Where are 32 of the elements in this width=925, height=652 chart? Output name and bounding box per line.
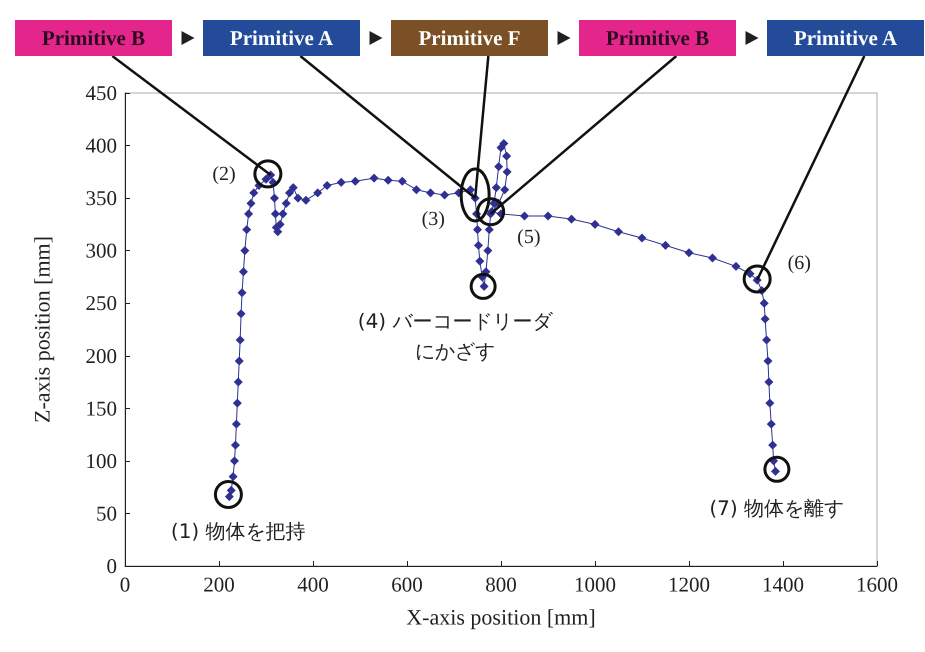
x-tick-label: 200	[203, 572, 235, 596]
y-tick-label: 100	[86, 448, 117, 473]
annotation: Primitive B	[15, 20, 172, 56]
y-tick-label: 50	[96, 501, 117, 526]
annotation: (6)	[788, 251, 811, 276]
y-tick-label: 350	[86, 186, 117, 210]
x-tick-label: 1000	[574, 572, 616, 596]
x-tick-label: 400	[297, 572, 329, 596]
x-tick-label: 1400	[762, 572, 804, 596]
annotation: (4) バーコードリーダにかざす	[356, 308, 554, 366]
y-tick-label: 450	[86, 81, 117, 105]
annotation: Primitive F	[391, 20, 548, 56]
y-tick-label: 150	[86, 396, 117, 420]
x-tick-label: 1600	[856, 572, 898, 596]
annotation: (2)	[212, 162, 236, 187]
y-tick-label: 400	[86, 134, 117, 158]
x-tick-label: 1200	[668, 572, 710, 596]
x-tick-label: 800	[485, 572, 517, 596]
annotation: (5)	[517, 224, 540, 250]
annotation: (1) 物体を把持	[170, 518, 306, 545]
y-tick-label: 200	[86, 344, 117, 368]
annotation: Primitive A	[203, 20, 360, 56]
x-tick-label: 600	[391, 572, 423, 596]
annotation: (7) 物体を離す	[709, 495, 844, 522]
y-tick-label: 0	[106, 554, 117, 578]
y-axis-title: Z-axis position [mm]	[30, 236, 54, 423]
y-tick-label: 250	[86, 291, 117, 316]
annotation: Primitive A	[767, 20, 924, 56]
x-axis-title: X-axis position [mm]	[406, 604, 596, 630]
y-tick-label: 300	[86, 238, 117, 263]
annotation: Primitive B	[579, 20, 736, 56]
annotation: (3)	[422, 206, 445, 232]
